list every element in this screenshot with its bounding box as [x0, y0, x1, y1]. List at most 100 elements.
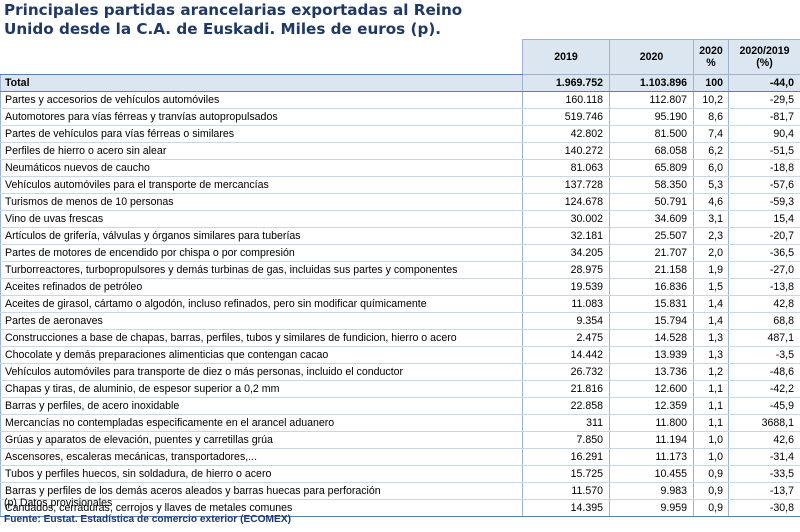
- table-row: Mercancías no contempladas especificamen…: [0, 414, 800, 432]
- row-variation: -45,9: [728, 397, 800, 415]
- row-2019: 519.746: [522, 108, 610, 126]
- row-variation: -29,5: [728, 91, 800, 109]
- total-pct: 100: [693, 74, 729, 92]
- row-2020: 12.359: [609, 397, 694, 415]
- row-2020: 11.194: [609, 431, 694, 449]
- row-2019: 2.475: [522, 329, 610, 347]
- row-label: Barras y perfiles, de acero inoxidable: [0, 397, 523, 415]
- row-variation: 90,4: [728, 125, 800, 143]
- row-label: Artículos de grifería, válvulas y órgano…: [0, 227, 523, 245]
- row-variation: -48,6: [728, 363, 800, 381]
- row-label: Construcciones a base de chapas, barras,…: [0, 329, 523, 347]
- row-2020: 14.528: [609, 329, 694, 347]
- row-2020: 13.736: [609, 363, 694, 381]
- row-label: Automotores para vías férreas y tranvías…: [0, 108, 523, 126]
- row-2019: 34.205: [522, 244, 610, 262]
- row-label: Chocolate y demás preparaciones alimenti…: [0, 346, 523, 364]
- row-2019: 16.291: [522, 448, 610, 466]
- row-pct: 1,0: [693, 431, 729, 449]
- row-pct: 0,9: [693, 499, 729, 517]
- row-2019: 81.063: [522, 159, 610, 177]
- table-row: Candados, cerraduras, cerrojos y llaves …: [0, 499, 800, 517]
- row-label: Partes de aeronaves: [0, 312, 523, 330]
- table-row: Grúas y aparatos de elevación, puentes y…: [0, 431, 800, 449]
- row-variation: -33,5: [728, 465, 800, 483]
- row-2019: 42.802: [522, 125, 610, 143]
- row-2019: 137.728: [522, 176, 610, 194]
- row-2020: 13.939: [609, 346, 694, 364]
- row-variation: -57,6: [728, 176, 800, 194]
- table-row: Vino de uvas frescas 30.002 34.609 3,1 15,4: [0, 210, 800, 228]
- row-pct: 3,1: [693, 210, 729, 228]
- row-pct: 1,1: [693, 414, 729, 432]
- row-pct: 1,0: [693, 448, 729, 466]
- row-variation: -30,8: [728, 499, 800, 517]
- row-2020: 15.794: [609, 312, 694, 330]
- header-variation: 2020/2019 (%): [728, 39, 800, 75]
- table-row: Turborreactores, turbopropulsores y demá…: [0, 261, 800, 279]
- row-2020: 34.609: [609, 210, 694, 228]
- header-2020-pct: 2020 %: [693, 39, 729, 75]
- table-row: Vehículos automóviles para el transporte…: [0, 176, 800, 194]
- exports-table: 2019 2020 2020 % 2020/2019 (%) Total 1.9…: [0, 39, 800, 517]
- row-pct: 6,0: [693, 159, 729, 177]
- row-2019: 21.816: [522, 380, 610, 398]
- row-label: Partes de vehículos para vías férreas o …: [0, 125, 523, 143]
- row-label: Aceites de girasol, cártamo o algodón, i…: [0, 295, 523, 313]
- row-label: Vehículos automóviles para el transporte…: [0, 176, 523, 194]
- row-variation: -27,0: [728, 261, 800, 279]
- row-variation: -18,8: [728, 159, 800, 177]
- row-2019: 14.442: [522, 346, 610, 364]
- row-label: Partes y accesorios de vehículos automóv…: [0, 91, 523, 109]
- table-row: Turismos de menos de 10 personas 124.678 5…: [0, 193, 800, 211]
- row-2019: 7.850: [522, 431, 610, 449]
- row-2019: 11.083: [522, 295, 610, 313]
- row-pct: 2,3: [693, 227, 729, 245]
- row-2019: 30.002: [522, 210, 610, 228]
- row-2020: 50.791: [609, 193, 694, 211]
- row-label: Perfiles de hierro o acero sin alear: [0, 142, 523, 160]
- table-row: Tubos y perfiles huecos, sin soldadura, …: [0, 465, 800, 483]
- table-row: Ascensores, escaleras mecánicas, transpo…: [0, 448, 800, 466]
- table-row: Neumáticos nuevos de caucho 81.063 65.809 6…: [0, 159, 800, 177]
- row-2019: 15.725: [522, 465, 610, 483]
- row-2020: 11.800: [609, 414, 694, 432]
- table-row: Partes y accesorios de vehículos automóv…: [0, 91, 800, 109]
- row-label: Chapas y tiras, de aluminio, de espesor …: [0, 380, 523, 398]
- table-row: Barras y perfiles, de acero inoxidable 22…: [0, 397, 800, 415]
- row-2020: 11.173: [609, 448, 694, 466]
- row-variation: -13,7: [728, 482, 800, 500]
- row-variation: 487,1: [728, 329, 800, 347]
- row-2019: 311: [522, 414, 610, 432]
- row-variation: -13,8: [728, 278, 800, 296]
- table-row: Partes de motores de encendido por chisp…: [0, 244, 800, 262]
- row-label: Vino de uvas frescas: [0, 210, 523, 228]
- source-text: Fuente: Eustat. Estadística de comercio …: [4, 514, 292, 525]
- row-pct: 0,9: [693, 465, 729, 483]
- row-variation: -3,5: [728, 346, 800, 364]
- total-row: Total 1.969.752 1.103.896 100 -44,0: [0, 74, 800, 92]
- table-row: Chapas y tiras, de aluminio, de espesor …: [0, 380, 800, 398]
- table-row: Aceites refinados de petróleo 19.539 16.83…: [0, 278, 800, 296]
- total-label: Total: [0, 74, 523, 92]
- row-pct: 1,2: [693, 363, 729, 381]
- row-pct: 1,3: [693, 329, 729, 347]
- row-pct: 0,9: [693, 482, 729, 500]
- row-2019: 9.354: [522, 312, 610, 330]
- table-row: Partes de aeronaves 9.354 15.794 1,4 68,8: [0, 312, 800, 330]
- header-2020: 2020: [609, 39, 694, 75]
- row-pct: 1,4: [693, 295, 729, 313]
- table-row: Chocolate y demás preparaciones alimenti…: [0, 346, 800, 364]
- row-2020: 112.807: [609, 91, 694, 109]
- row-variation: -81,7: [728, 108, 800, 126]
- row-2019: 14.395: [522, 499, 610, 517]
- row-label: Neumáticos nuevos de caucho: [0, 159, 523, 177]
- row-label: Tubos y perfiles huecos, sin soldadura, …: [0, 465, 523, 483]
- row-2020: 12.600: [609, 380, 694, 398]
- row-variation: 15,4: [728, 210, 800, 228]
- row-pct: 2,0: [693, 244, 729, 262]
- provisional-note: (p) Datos provisionales: [4, 497, 113, 509]
- table-row: Barras y perfiles de los demás aceros al…: [0, 482, 800, 500]
- table-row: Construcciones a base de chapas, barras,…: [0, 329, 800, 347]
- row-pct: 1,3: [693, 346, 729, 364]
